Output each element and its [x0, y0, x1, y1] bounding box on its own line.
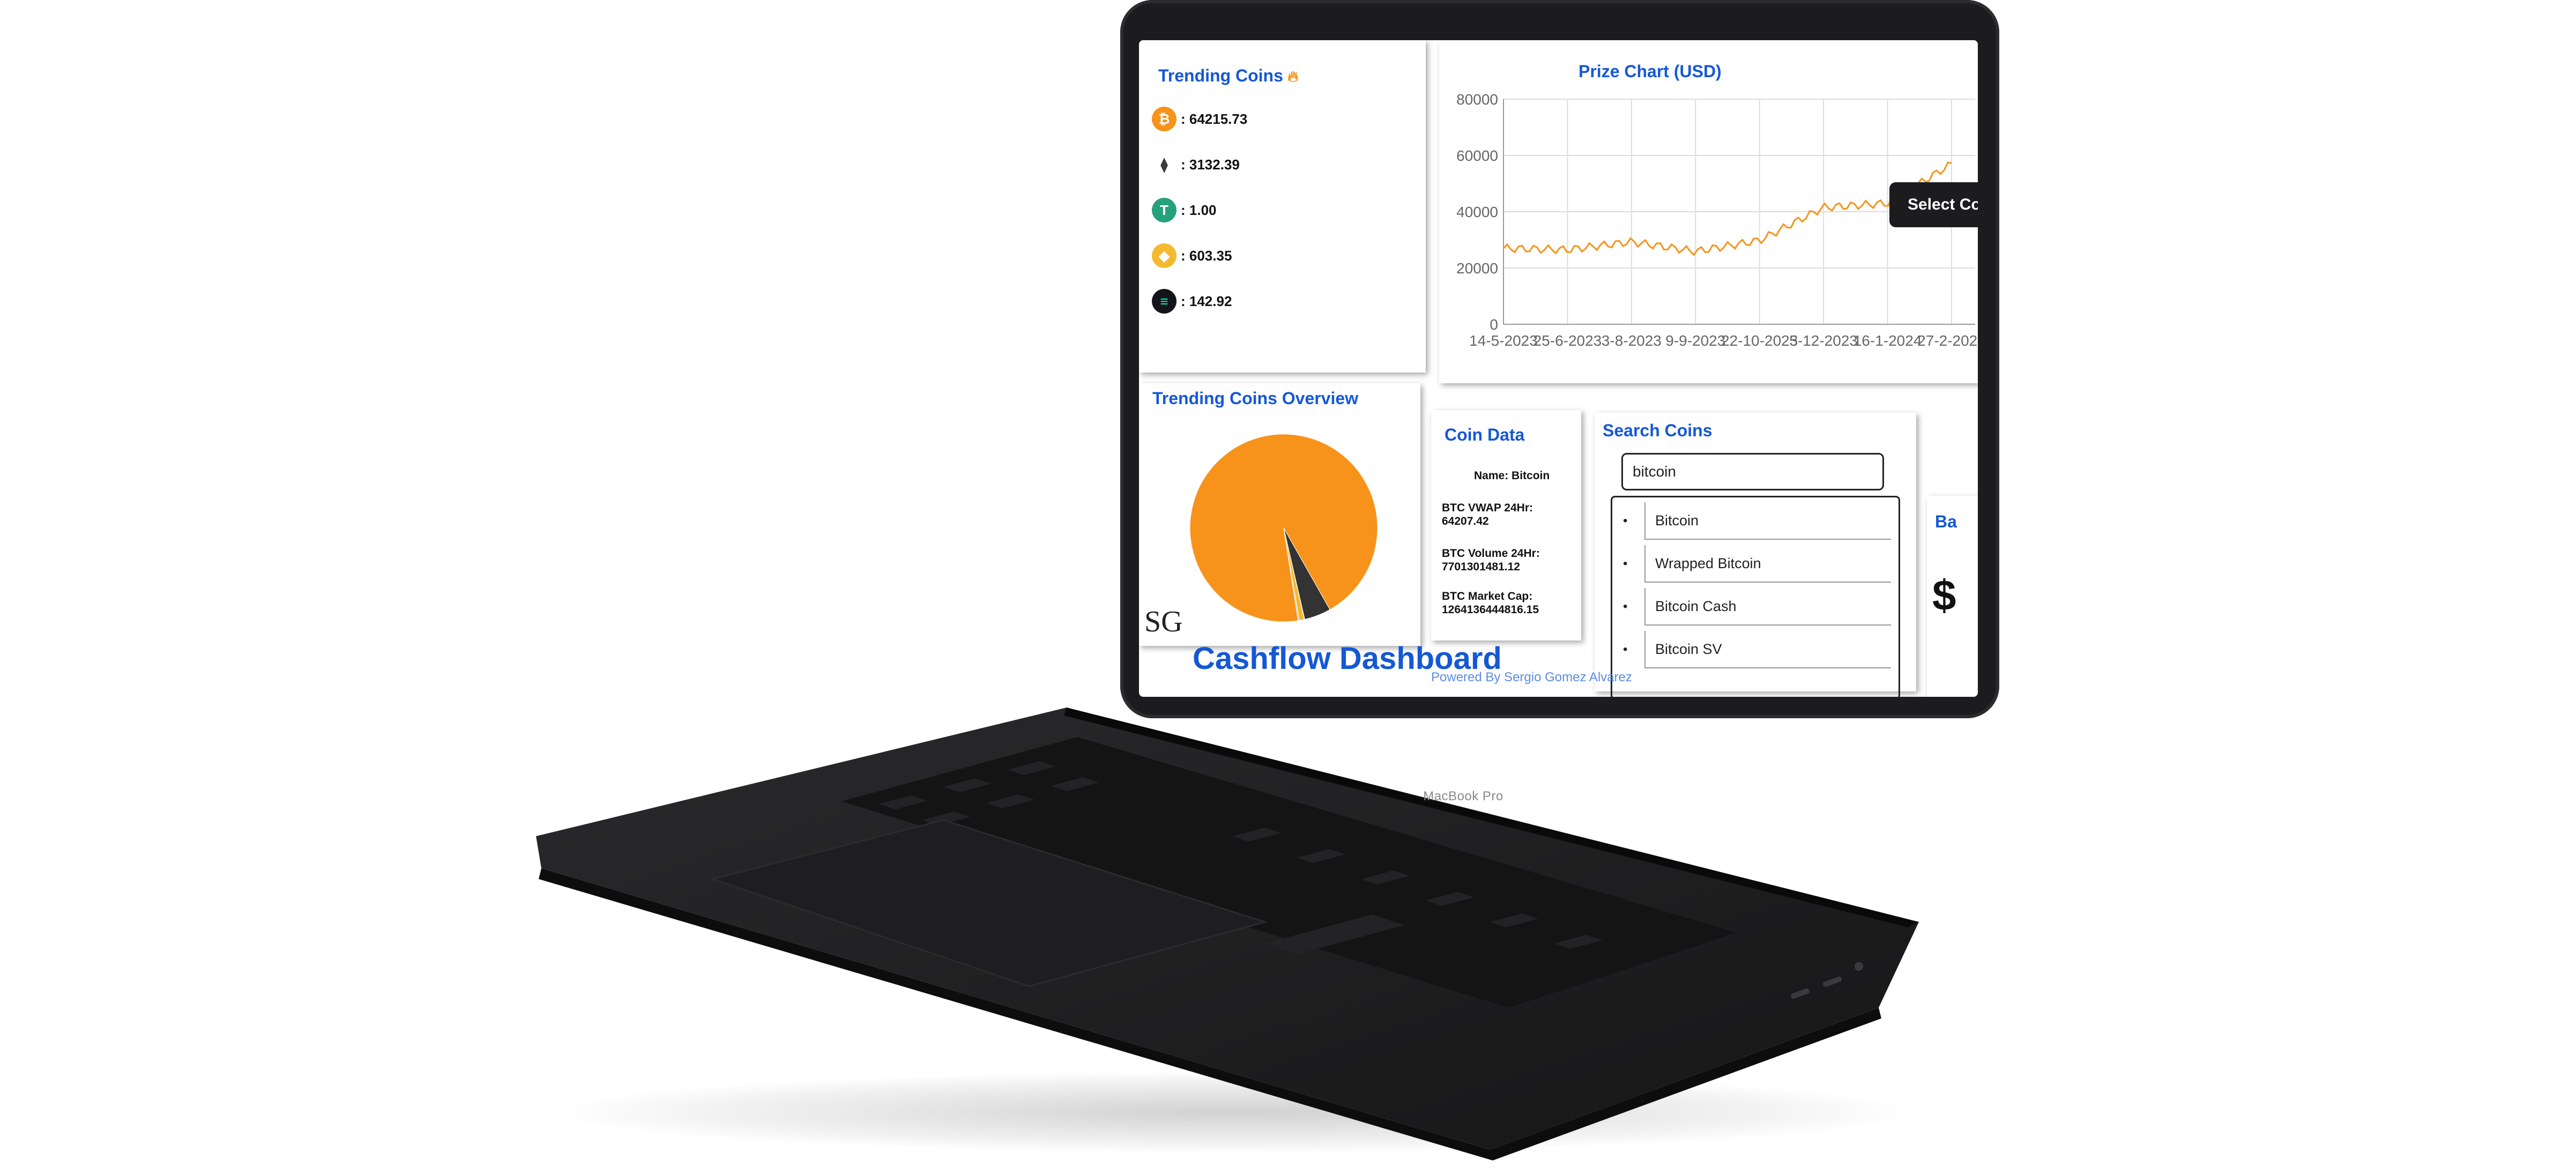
result-label: Bitcoin Cash — [1644, 588, 1891, 626]
headphone-jack — [1855, 962, 1863, 971]
coin-price: : 142.92 — [1181, 293, 1232, 309]
logo: SG — [1144, 605, 1183, 638]
coin-row-ethereum[interactable]: ⧫ : 3132.39 — [1152, 150, 1240, 179]
trending-coins-card: Trending Coins 🔥︎ ₿ : 64215.73 ⧫ : 3132.3… — [1139, 40, 1426, 373]
bullet: • — [1623, 556, 1628, 571]
coin-row-bitcoin[interactable]: ₿ : 64215.73 — [1152, 105, 1247, 133]
result-label: Wrapped Bitcoin — [1644, 545, 1891, 583]
coin-row-solana[interactable]: ≡ : 142.92 — [1152, 287, 1232, 316]
x-tick-label: 14-5-2023 — [1469, 332, 1538, 349]
market-cap-label: BTC Market Cap: — [1442, 590, 1533, 602]
coin-price: : 64215.73 — [1181, 110, 1248, 127]
search-input[interactable]: bitcoin — [1621, 453, 1884, 490]
overview-title: Trending Coins Overview — [1152, 389, 1359, 408]
search-result-item[interactable]: • Bitcoin SV — [1623, 631, 1891, 668]
trackpad — [710, 819, 1268, 987]
x-tick-label: 16-1-2024 — [1853, 332, 1922, 349]
hinge — [1064, 708, 1919, 927]
coin-price: : 603.35 — [1181, 247, 1232, 264]
search-coins-title: Search Coins — [1603, 421, 1713, 440]
select-coin-button[interactable]: Select Coin — [1889, 182, 1978, 227]
powered-by[interactable]: Powered By Sergio Gomez Alvarez — [1431, 670, 1632, 684]
search-result-item[interactable]: • Bitcoin Cash — [1623, 588, 1891, 626]
vwap-value: 64207.42 — [1442, 515, 1489, 527]
bullet: • — [1623, 642, 1628, 657]
result-label: Bitcoin — [1644, 502, 1891, 540]
y-tick-label: 40000 — [1456, 204, 1498, 220]
coin-price: : 3132.39 — [1181, 156, 1240, 173]
vwap-label: BTC VWAP 24Hr: — [1442, 502, 1533, 514]
port — [1791, 988, 1810, 999]
y-tick-label: 0 — [1490, 316, 1498, 333]
x-tick-label: 5-12-2023 — [1789, 332, 1858, 349]
balance-title: Ba — [1935, 512, 1957, 531]
fire-icon: 🔥︎ — [1287, 68, 1299, 85]
bullet: • — [1623, 599, 1628, 614]
x-tick-label: 27-2-2024 — [1917, 332, 1978, 349]
price-line — [1502, 161, 1952, 256]
market-cap-value: 1264136444816.15 — [1442, 604, 1539, 616]
trending-coins-title: Trending Coins 🔥︎ — [1158, 66, 1299, 85]
balance-value: $ — [1932, 571, 1956, 619]
result-label: Bitcoin SV — [1644, 631, 1891, 668]
coin-row-bnb[interactable]: ◆ : 603.35 — [1152, 241, 1232, 270]
coin-name: Name: Bitcoin — [1474, 470, 1550, 482]
search-results: • Bitcoin • Wrapped Bitcoin • Bitcoin Cash … — [1611, 496, 1900, 697]
screen: Trending Coins 🔥︎ ₿ : 64215.73 ⧫ : 3132.3… — [1139, 40, 1978, 697]
bullet: • — [1623, 513, 1628, 528]
tether-icon: T — [1152, 198, 1177, 222]
balance-card: Ba $ — [1927, 496, 1978, 697]
volume-value: 7701301481.12 — [1442, 561, 1520, 573]
coin-row-tether[interactable]: T : 1.00 — [1152, 196, 1217, 225]
x-tick-label: 25-6-2023 — [1533, 332, 1602, 349]
x-tick-label: 9-9-2023 — [1665, 332, 1725, 349]
price-chart-title: Prize Chart (USD) — [1579, 62, 1722, 81]
volume-label: BTC Volume 24Hr: — [1442, 547, 1540, 560]
pie-slice-solana[interactable] — [1283, 527, 1300, 621]
coin-data-card: Coin Data Name: Bitcoin BTC VWAP 24Hr: 6… — [1431, 410, 1581, 641]
x-tick-label: 3-8-2023 — [1602, 332, 1662, 349]
x-tick-label: 22-10-2023 — [1721, 332, 1798, 349]
search-result-item[interactable]: • Bitcoin — [1623, 502, 1891, 540]
brand-title: Cashflow Dashboard — [1193, 641, 1502, 676]
trending-pie-chart[interactable] — [1187, 431, 1380, 624]
solana-icon: ≡ — [1152, 289, 1177, 314]
bnb-icon: ◆ — [1152, 243, 1177, 268]
keyboard — [842, 737, 1737, 1008]
overview-card: Trending Coins Overview — [1139, 383, 1420, 646]
ethereum-icon: ⧫ — [1152, 152, 1177, 177]
search-coins-card: Search Coins bitcoin • Bitcoin • Wrapped B… — [1595, 413, 1916, 697]
search-result-item[interactable]: • Wrapped Bitcoin — [1623, 545, 1891, 583]
coin-data-title: Coin Data — [1445, 425, 1525, 444]
keyboard-keys — [879, 761, 1603, 954]
price-chart-card: Prize Chart (USD) 0 20000 40000 60000 80000 1… — [1439, 40, 1978, 383]
device-label: MacBook Pro — [1423, 789, 1503, 803]
y-tick-label: 80000 — [1456, 91, 1498, 108]
y-tick-label: 20000 — [1456, 260, 1498, 277]
port — [1823, 976, 1842, 987]
coin-price: : 1.00 — [1181, 202, 1217, 218]
y-tick-label: 60000 — [1456, 147, 1498, 164]
bitcoin-icon: ₿ — [1152, 107, 1177, 131]
